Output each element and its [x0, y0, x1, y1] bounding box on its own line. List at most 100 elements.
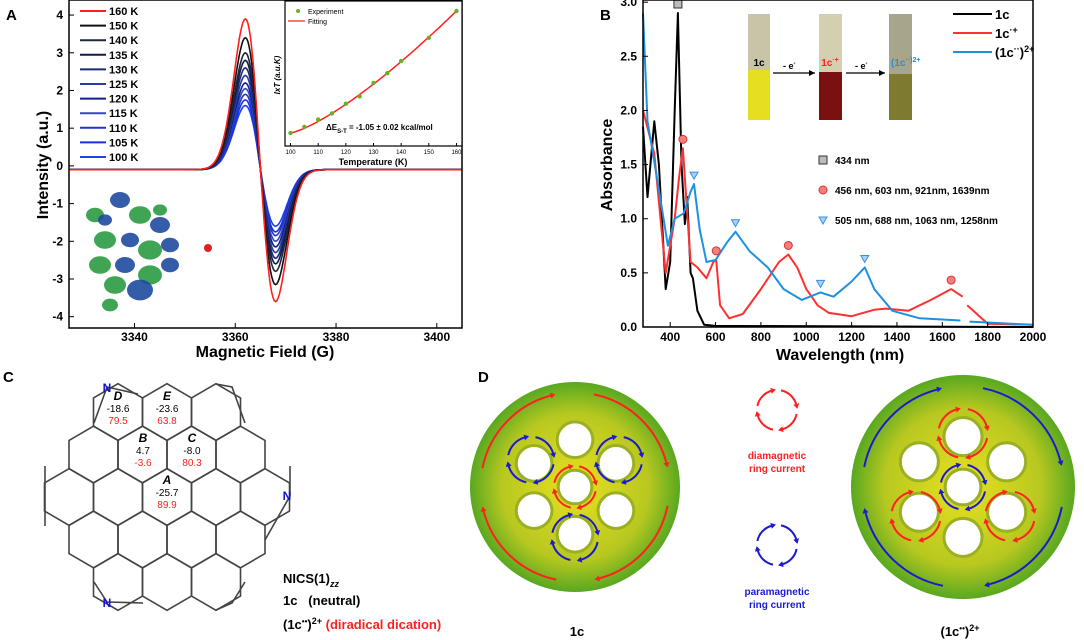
- legend-sup: 2+: [1024, 44, 1034, 54]
- legend-label: 150 K: [109, 21, 138, 33]
- orbital-lobe: [110, 192, 130, 208]
- orbital-lobe: [150, 217, 170, 233]
- circle-marker: [711, 246, 721, 256]
- orbital-lobe: [129, 206, 151, 224]
- arrowhead-icon: [936, 386, 942, 393]
- hexagon-ring: [215, 425, 266, 484]
- x-tick-label: 120: [341, 150, 352, 156]
- arrowhead-icon: [983, 518, 990, 524]
- experiment-point: [302, 124, 307, 130]
- x-tick-label: 400: [660, 330, 680, 344]
- panel-label-a: A: [6, 7, 17, 24]
- ring-hole: [556, 468, 594, 506]
- map-label-1c: 1c: [570, 624, 584, 639]
- orbital-lobe: [161, 257, 179, 273]
- arrowhead-icon: [965, 454, 971, 460]
- arrowhead-icon: [1012, 536, 1018, 543]
- paramagnetic-label-1: paramagnetic: [744, 587, 809, 598]
- circle-marker: [678, 134, 688, 144]
- legend-label: Fitting: [308, 19, 327, 26]
- absorbance-chart: 400 600 800 1000 1200 1400 1600 1800 2000 0.0 0.5 1…: [599, 0, 1047, 364]
- arrow-sup: -: [866, 61, 868, 67]
- pentagon-edge: [215, 383, 246, 424]
- circle-marker: [818, 185, 828, 195]
- ring-current-arrow: [623, 436, 643, 455]
- experiment-point: [398, 58, 404, 64]
- diamagnetic-icon: [756, 389, 773, 407]
- x-tick-label: 140: [396, 150, 407, 156]
- x-tick-label: 1400: [884, 330, 911, 344]
- orbital-lobe: [138, 240, 162, 260]
- arrowhead-icon: [754, 546, 761, 552]
- x-tick-label: 1000: [793, 330, 820, 344]
- ring-current-arrow: [482, 510, 557, 581]
- square-marker: [673, 0, 683, 9]
- x-tick-label: 3340: [121, 330, 148, 344]
- ring-current-arrow: [938, 439, 959, 459]
- ring-label-B: B: [139, 431, 148, 445]
- x-axis-label: Magnetic Field (G): [196, 344, 335, 361]
- series-line-160K: [69, 17, 462, 303]
- legend-label: 110 K: [109, 123, 138, 135]
- vial-photos: 1c 1c·+ (1c··)2+ - e- - e-: [748, 14, 920, 120]
- legend-text: ): [1020, 45, 1024, 60]
- arrowhead-icon: [981, 479, 988, 486]
- orbital-lobe: [161, 237, 179, 253]
- hexagon-ring: [141, 552, 193, 612]
- y-tick-label: -2: [52, 234, 63, 248]
- x-tick-label: 1200: [838, 330, 865, 344]
- inset-annotation: ΔES-T = -1.05 ± 0.02 kcal/mol: [326, 123, 433, 135]
- arrowhead-icon: [964, 505, 971, 512]
- x-tick-label: 3360: [222, 330, 249, 344]
- arrowhead-icon: [532, 479, 539, 485]
- ring-current-arrow: [985, 521, 1006, 542]
- vial-text: 1c: [821, 58, 833, 69]
- map-label-dication: (1c••)2+: [940, 623, 979, 639]
- pentagon-edge: [93, 386, 139, 424]
- ring-current-arrow: [593, 393, 668, 464]
- x-tick-label: 800: [751, 330, 771, 344]
- arrowhead-icon: [638, 452, 645, 458]
- arrowhead-icon: [889, 518, 896, 524]
- nitrogen-atom: N: [103, 381, 112, 395]
- orbital-lobe: [153, 204, 167, 216]
- arrowhead-icon: [754, 411, 761, 417]
- arrowhead-icon: [955, 462, 962, 469]
- legend-label-1c: 1c: [995, 7, 1009, 22]
- ring-current-arrow: [536, 464, 555, 484]
- peak-legend-label: 456 nm, 603 nm, 921nm, 1639nm: [835, 186, 990, 197]
- triangle-marker: [815, 279, 826, 289]
- vial-sup: ··)2+: [905, 57, 920, 64]
- legend-dication: (1c••)2+ (diradical dication): [283, 616, 441, 632]
- arrowhead-icon: [594, 461, 600, 468]
- ring-hole: [555, 514, 595, 554]
- ring-hole: [514, 444, 554, 483]
- ring-current-arrow: [967, 464, 986, 482]
- vial-label-dication: (1c··)2+: [891, 57, 920, 69]
- arrowhead-icon: [663, 461, 670, 468]
- nics-neutral-value: -25.7: [156, 488, 179, 499]
- paramagnetic-icon: [756, 549, 774, 566]
- ring-current-arrow: [553, 465, 571, 484]
- arrowhead-icon: [568, 464, 574, 470]
- y-tick-label: -3: [52, 272, 63, 286]
- nics-structure: NNND-18.679.5E-23.663.8B4.7-3.6C-8.080.3…: [43, 381, 291, 612]
- legend-label: 135 K: [109, 50, 138, 62]
- arrowhead-icon: [879, 70, 885, 76]
- paramagnetic-icon: [756, 524, 773, 542]
- arrowhead-icon: [480, 506, 487, 513]
- hexagon-ring: [117, 510, 168, 569]
- experiment-point: [343, 101, 349, 106]
- panel-label-c: C: [3, 369, 14, 386]
- series-line: [642, 12, 1034, 326]
- arrowhead-icon: [793, 538, 800, 544]
- legend-label: 125 K: [109, 79, 138, 91]
- experiment-point: [454, 8, 459, 14]
- paramagnetic-icon: [780, 524, 798, 541]
- map-sup: 2+: [969, 623, 979, 633]
- legend-label: 105 K: [109, 137, 138, 149]
- legend-label-radical-cation: 1c·+: [995, 25, 1018, 41]
- ring-current-arrow: [535, 436, 555, 455]
- ring-current-arrow: [507, 465, 527, 484]
